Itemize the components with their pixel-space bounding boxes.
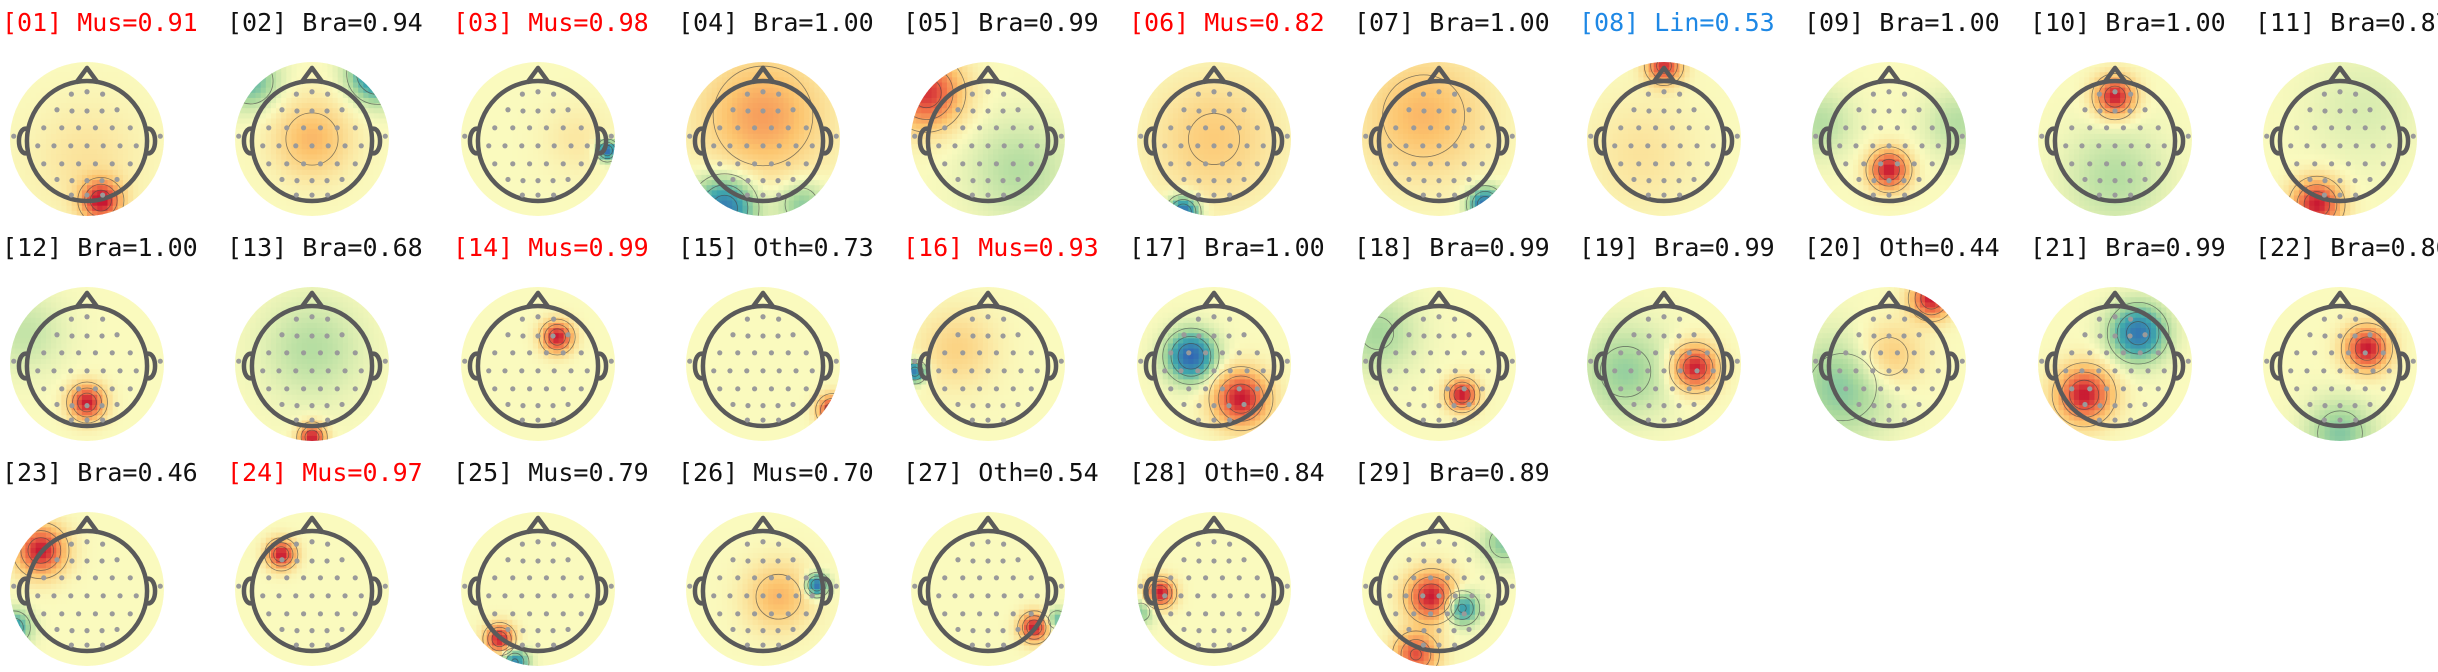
topomap-15 bbox=[678, 277, 848, 447]
topomap-17 bbox=[1129, 277, 1299, 447]
topomap-21 bbox=[2030, 277, 2200, 447]
component-label: [25] Mus=0.79 bbox=[453, 458, 649, 488]
component-07: [07] Bra=1.00 bbox=[1354, 8, 1579, 218]
topomap-28 bbox=[1129, 502, 1299, 672]
scalp-field bbox=[461, 512, 616, 672]
component-label: [16] Mus=0.93 bbox=[903, 233, 1099, 263]
component-01: [01] Mus=0.91 bbox=[2, 8, 227, 218]
component-04: [04] Bra=1.00 bbox=[678, 8, 903, 218]
component-24: [24] Mus=0.97 bbox=[227, 458, 452, 668]
component-22: [22] Bra=0.86 bbox=[2255, 233, 2438, 443]
component-16: [16] Mus=0.93 bbox=[903, 233, 1128, 443]
component-label: [18] Bra=0.99 bbox=[1354, 233, 1550, 263]
component-label: [09] Bra=1.00 bbox=[1804, 8, 2000, 38]
topomap-19 bbox=[1579, 277, 1749, 447]
component-label: [02] Bra=0.94 bbox=[227, 8, 423, 38]
component-23: [23] Bra=0.46 bbox=[2, 458, 227, 668]
topomap-29 bbox=[1354, 502, 1524, 672]
component-18: [18] Bra=0.99 bbox=[1354, 233, 1579, 443]
component-15: [15] Oth=0.73 bbox=[678, 233, 903, 443]
scalp-field bbox=[235, 287, 390, 447]
component-label: [03] Mus=0.98 bbox=[453, 8, 649, 38]
scalp-field bbox=[1362, 512, 1519, 672]
component-12: [12] Bra=1.00 bbox=[2, 233, 227, 443]
topomap-08 bbox=[1579, 52, 1749, 222]
component-label: [23] Bra=0.46 bbox=[2, 458, 198, 488]
component-25: [25] Mus=0.79 bbox=[453, 458, 678, 668]
component-label: [15] Oth=0.73 bbox=[678, 233, 874, 263]
scalp-field bbox=[1137, 62, 1292, 222]
topomap-25 bbox=[453, 502, 623, 672]
component-label: [29] Bra=0.89 bbox=[1354, 458, 1550, 488]
topomap-22 bbox=[2255, 277, 2425, 447]
component-label: [24] Mus=0.97 bbox=[227, 458, 423, 488]
topomap-20 bbox=[1804, 277, 1974, 447]
component-label: [07] Bra=1.00 bbox=[1354, 8, 1550, 38]
component-label: [21] Bra=0.99 bbox=[2030, 233, 2226, 263]
component-label: [19] Bra=0.99 bbox=[1579, 233, 1775, 263]
topomap-11 bbox=[2255, 52, 2425, 222]
component-label: [22] Bra=0.86 bbox=[2255, 233, 2438, 263]
component-label: [14] Mus=0.99 bbox=[453, 233, 649, 263]
topomap-10 bbox=[2030, 52, 2200, 222]
topomap-04 bbox=[678, 52, 848, 222]
topomap-14 bbox=[453, 277, 623, 447]
scalp-field bbox=[1587, 52, 1742, 217]
component-label: [04] Bra=1.00 bbox=[678, 8, 874, 38]
component-05: [05] Bra=0.99 bbox=[903, 8, 1128, 218]
topomap-12 bbox=[2, 277, 172, 447]
component-10: [10] Bra=1.00 bbox=[2030, 8, 2255, 218]
component-label: [12] Bra=1.00 bbox=[2, 233, 198, 263]
component-28: [28] Oth=0.84 bbox=[1129, 458, 1354, 668]
component-11: [11] Bra=0.87 bbox=[2255, 8, 2438, 218]
component-label: [05] Bra=0.99 bbox=[903, 8, 1099, 38]
scalp-field bbox=[686, 62, 841, 222]
topomap-01 bbox=[2, 52, 172, 222]
component-03: [03] Mus=0.98 bbox=[453, 8, 678, 218]
topomap-23 bbox=[2, 502, 172, 672]
component-label: [10] Bra=1.00 bbox=[2030, 8, 2226, 38]
component-20: [20] Oth=0.44 bbox=[1804, 233, 2029, 443]
topomap-03 bbox=[453, 52, 623, 222]
component-label: [26] Mus=0.70 bbox=[678, 458, 874, 488]
topomap-02 bbox=[227, 52, 397, 222]
component-29: [29] Bra=0.89 bbox=[1354, 458, 1579, 668]
component-02: [02] Bra=0.94 bbox=[227, 8, 452, 218]
scalp-field bbox=[10, 62, 165, 222]
scalp-field bbox=[1809, 277, 1966, 442]
component-13: [13] Bra=0.68 bbox=[227, 233, 452, 443]
scalp-field bbox=[2263, 287, 2418, 447]
scalp-field bbox=[2263, 62, 2418, 222]
topomap-09 bbox=[1804, 52, 1974, 222]
topomap-26 bbox=[678, 502, 848, 672]
component-label: [20] Oth=0.44 bbox=[1804, 233, 2000, 263]
component-21: [21] Bra=0.99 bbox=[2030, 233, 2255, 443]
component-label: [13] Bra=0.68 bbox=[227, 233, 423, 263]
topomap-16 bbox=[903, 277, 1073, 447]
component-label: [06] Mus=0.82 bbox=[1129, 8, 1325, 38]
component-label: [27] Oth=0.54 bbox=[903, 458, 1099, 488]
component-17: [17] Bra=1.00 bbox=[1129, 233, 1354, 443]
component-label: [08] Lin=0.53 bbox=[1579, 8, 1775, 38]
component-09: [09] Bra=1.00 bbox=[1804, 8, 2029, 218]
component-label: [17] Bra=1.00 bbox=[1129, 233, 1325, 263]
component-08: [08] Lin=0.53 bbox=[1579, 8, 1804, 218]
component-14: [14] Mus=0.99 bbox=[453, 233, 678, 443]
topomap-24 bbox=[227, 502, 397, 672]
topomap-05 bbox=[903, 52, 1073, 222]
topomap-07 bbox=[1354, 52, 1524, 222]
component-label: [01] Mus=0.91 bbox=[2, 8, 198, 38]
topomap-18 bbox=[1354, 277, 1524, 447]
topomap-06 bbox=[1129, 52, 1299, 222]
topomap-27 bbox=[903, 502, 1073, 672]
component-label: [28] Oth=0.84 bbox=[1129, 458, 1325, 488]
topomap-13 bbox=[227, 277, 397, 447]
component-label: [11] Bra=0.87 bbox=[2255, 8, 2438, 38]
component-27: [27] Oth=0.54 bbox=[903, 458, 1128, 668]
component-26: [26] Mus=0.70 bbox=[678, 458, 903, 668]
scalp-field bbox=[1362, 62, 1517, 222]
component-06: [06] Mus=0.82 bbox=[1129, 8, 1354, 218]
component-19: [19] Bra=0.99 bbox=[1579, 233, 1804, 443]
